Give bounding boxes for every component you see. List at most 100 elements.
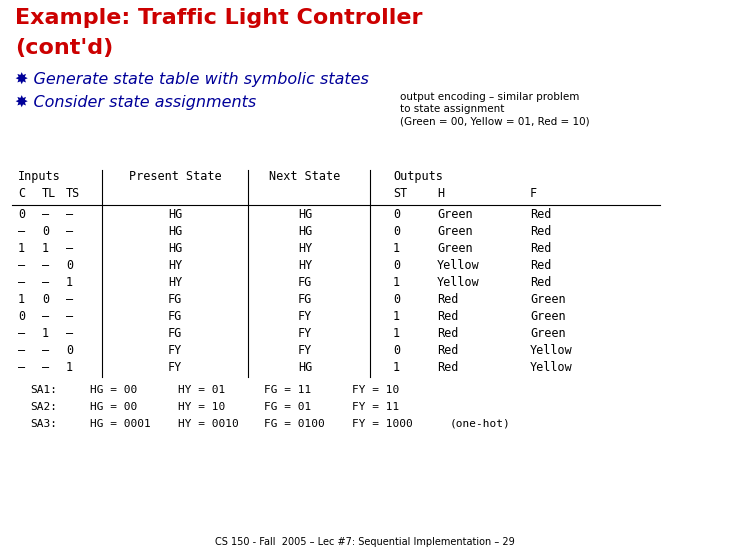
Text: Yellow: Yellow	[437, 259, 480, 272]
Text: Red: Red	[530, 242, 551, 255]
Text: –: –	[66, 242, 73, 255]
Text: HY = 10: HY = 10	[178, 402, 226, 412]
Text: FY: FY	[298, 310, 312, 323]
Text: CS 150 - Fall  2005 – Lec #7: Sequential Implementation – 29: CS 150 - Fall 2005 – Lec #7: Sequential …	[215, 537, 515, 547]
Text: –: –	[42, 361, 49, 374]
Text: 1: 1	[42, 242, 49, 255]
Text: Red: Red	[437, 327, 458, 340]
Text: –: –	[18, 225, 25, 238]
Text: 1: 1	[18, 242, 25, 255]
Text: SA1:: SA1:	[30, 385, 57, 395]
Text: Green: Green	[437, 225, 472, 238]
Text: Green: Green	[437, 242, 472, 255]
Text: Red: Red	[530, 208, 551, 221]
Text: Red: Red	[437, 293, 458, 306]
Text: –: –	[42, 259, 49, 272]
Text: –: –	[42, 344, 49, 357]
Text: –: –	[18, 276, 25, 289]
Text: HG = 00: HG = 00	[90, 385, 137, 395]
Text: FG: FG	[168, 310, 182, 323]
Text: (Green = 00, Yellow = 01, Red = 10): (Green = 00, Yellow = 01, Red = 10)	[400, 116, 590, 126]
Text: 0: 0	[66, 344, 73, 357]
Text: 0: 0	[393, 208, 400, 221]
Text: 0: 0	[393, 293, 400, 306]
Text: ✸ Consider state assignments: ✸ Consider state assignments	[15, 95, 256, 110]
Text: HG: HG	[298, 208, 312, 221]
Text: FG = 0100: FG = 0100	[264, 419, 325, 429]
Text: SA3:: SA3:	[30, 419, 57, 429]
Text: FY: FY	[168, 361, 182, 374]
Text: Red: Red	[530, 225, 551, 238]
Text: Yellow: Yellow	[437, 276, 480, 289]
Text: C: C	[18, 187, 25, 200]
Text: HG: HG	[298, 225, 312, 238]
Text: 1: 1	[393, 310, 400, 323]
Text: to state assignment: to state assignment	[400, 104, 504, 114]
Text: Present State: Present State	[128, 170, 221, 183]
Text: 1: 1	[66, 276, 73, 289]
Text: ✸ Generate state table with symbolic states: ✸ Generate state table with symbolic sta…	[15, 72, 369, 87]
Text: HY: HY	[298, 242, 312, 255]
Text: Green: Green	[530, 293, 566, 306]
Text: 0: 0	[393, 225, 400, 238]
Text: Green: Green	[530, 327, 566, 340]
Text: output encoding – similar problem: output encoding – similar problem	[400, 92, 580, 102]
Text: 0: 0	[42, 225, 49, 238]
Text: FG = 11: FG = 11	[264, 385, 311, 395]
Text: Red: Red	[437, 361, 458, 374]
Text: HG: HG	[168, 208, 182, 221]
Text: Red: Red	[437, 344, 458, 357]
Text: –: –	[66, 293, 73, 306]
Text: HY = 0010: HY = 0010	[178, 419, 239, 429]
Text: 0: 0	[18, 310, 25, 323]
Text: FG: FG	[168, 327, 182, 340]
Text: FY: FY	[168, 344, 182, 357]
Text: –: –	[66, 310, 73, 323]
Text: HY = 01: HY = 01	[178, 385, 226, 395]
Text: FY: FY	[298, 344, 312, 357]
Text: TS: TS	[66, 187, 80, 200]
Text: 1: 1	[393, 361, 400, 374]
Text: 1: 1	[42, 327, 49, 340]
Text: Inputs: Inputs	[18, 170, 61, 183]
Text: FG = 01: FG = 01	[264, 402, 311, 412]
Text: Example: Traffic Light Controller: Example: Traffic Light Controller	[15, 8, 423, 28]
Text: HG: HG	[168, 242, 182, 255]
Text: Red: Red	[437, 310, 458, 323]
Text: –: –	[66, 225, 73, 238]
Text: H: H	[437, 187, 444, 200]
Text: (one-hot): (one-hot)	[450, 419, 511, 429]
Text: HG: HG	[298, 361, 312, 374]
Text: 0: 0	[393, 259, 400, 272]
Text: –: –	[18, 361, 25, 374]
Text: HG: HG	[168, 225, 182, 238]
Text: –: –	[18, 327, 25, 340]
Text: F: F	[530, 187, 537, 200]
Text: SA2:: SA2:	[30, 402, 57, 412]
Text: Green: Green	[437, 208, 472, 221]
Text: 0: 0	[393, 344, 400, 357]
Text: Red: Red	[530, 276, 551, 289]
Text: HY: HY	[298, 259, 312, 272]
Text: 1: 1	[66, 361, 73, 374]
Text: HG = 00: HG = 00	[90, 402, 137, 412]
Text: HY: HY	[168, 276, 182, 289]
Text: –: –	[42, 208, 49, 221]
Text: Next State: Next State	[269, 170, 341, 183]
Text: –: –	[66, 208, 73, 221]
Text: FY = 10: FY = 10	[352, 385, 399, 395]
Text: Red: Red	[530, 259, 551, 272]
Text: 1: 1	[393, 276, 400, 289]
Text: HG = 0001: HG = 0001	[90, 419, 151, 429]
Text: Green: Green	[530, 310, 566, 323]
Text: (cont'd): (cont'd)	[15, 38, 113, 58]
Text: TL: TL	[42, 187, 56, 200]
Text: FY = 1000: FY = 1000	[352, 419, 412, 429]
Text: FG: FG	[168, 293, 182, 306]
Text: 0: 0	[66, 259, 73, 272]
Text: HY: HY	[168, 259, 182, 272]
Text: –: –	[18, 344, 25, 357]
Text: 1: 1	[393, 242, 400, 255]
Text: Outputs: Outputs	[393, 170, 443, 183]
Text: 0: 0	[18, 208, 25, 221]
